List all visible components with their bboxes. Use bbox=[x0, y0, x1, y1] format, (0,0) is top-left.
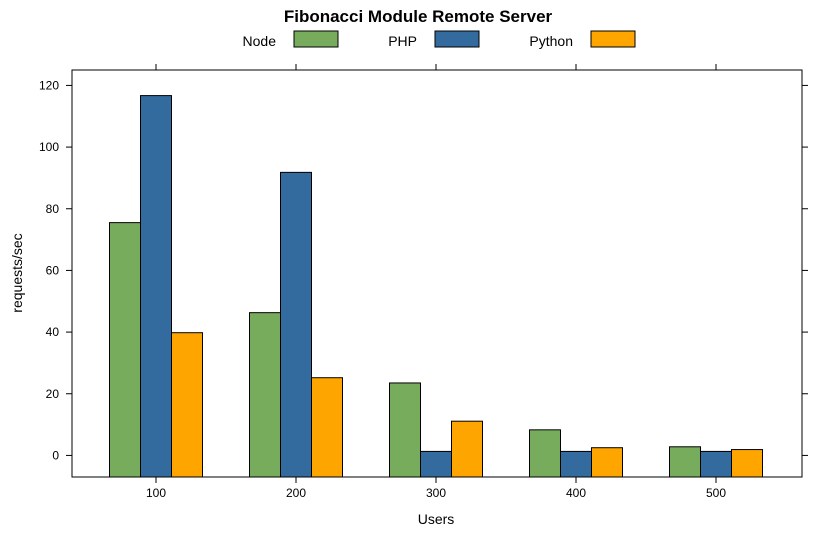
x-axis: 100 200 300 400 500 bbox=[146, 64, 726, 500]
y-tick-label: 80 bbox=[46, 202, 60, 216]
bar-php-500 bbox=[700, 450, 732, 478]
y-tick-label: 120 bbox=[39, 78, 59, 92]
chart-title: Fibonacci Module Remote Server bbox=[284, 7, 553, 26]
legend-swatch-php bbox=[434, 30, 480, 48]
x-axis-label: Users bbox=[418, 511, 455, 527]
bar-node-500 bbox=[669, 446, 701, 478]
legend-swatch-node bbox=[293, 30, 339, 48]
x-tick-label: 300 bbox=[426, 486, 446, 500]
legend-swatch-python bbox=[590, 30, 636, 48]
legend-label-node: Node bbox=[243, 33, 277, 49]
x-tick-label: 400 bbox=[566, 486, 586, 500]
legend: Node PHP Python bbox=[243, 30, 636, 49]
y-tick-label: 40 bbox=[46, 325, 60, 339]
bar-python-100 bbox=[171, 332, 203, 478]
y-tick-label: 0 bbox=[52, 448, 59, 462]
bar-php-300 bbox=[420, 450, 452, 478]
x-tick-label: 100 bbox=[146, 486, 166, 500]
x-tick-label: 200 bbox=[286, 486, 306, 500]
legend-label-php: PHP bbox=[388, 33, 417, 49]
y-axis-label: requests/sec bbox=[9, 233, 25, 312]
x-tick-label: 500 bbox=[706, 486, 726, 500]
bar-node-200 bbox=[249, 312, 281, 478]
bar-node-300 bbox=[389, 382, 421, 478]
bar-python-200 bbox=[311, 377, 343, 478]
legend-label-python: Python bbox=[529, 33, 573, 49]
y-tick-label: 60 bbox=[46, 263, 60, 277]
bar-python-500 bbox=[731, 449, 763, 478]
bar-node-400 bbox=[529, 429, 561, 478]
bar-python-400 bbox=[591, 447, 623, 478]
bar-php-100 bbox=[140, 95, 172, 478]
bars bbox=[109, 95, 763, 478]
bar-python-300 bbox=[451, 420, 483, 478]
bar-php-400 bbox=[560, 450, 592, 478]
y-axis: 0 20 40 60 80 100 120 bbox=[39, 78, 808, 462]
y-tick-label: 100 bbox=[39, 140, 59, 154]
y-tick-label: 20 bbox=[46, 387, 60, 401]
bar-node-100 bbox=[109, 222, 141, 478]
bar-php-200 bbox=[280, 171, 312, 478]
